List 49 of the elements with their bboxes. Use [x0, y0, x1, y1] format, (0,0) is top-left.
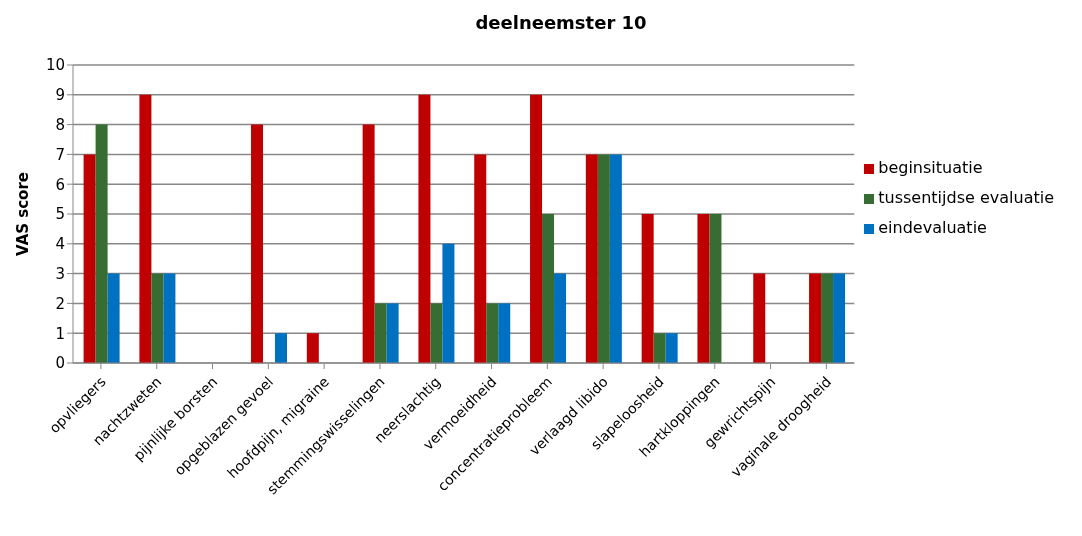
- bar: [362, 124, 375, 363]
- y-tick-label: 10: [45, 56, 65, 75]
- bar: [809, 273, 822, 363]
- bar: [474, 154, 487, 363]
- bar: [386, 303, 399, 363]
- y-tick-label: 8: [55, 115, 65, 134]
- y-axis-title: VAS score: [14, 172, 33, 256]
- bar: [151, 273, 164, 363]
- y-tick-label: 5: [55, 205, 65, 224]
- bar: [374, 303, 387, 363]
- y-tick-label: 7: [55, 145, 65, 164]
- bar: [442, 243, 455, 363]
- y-tick-label: 6: [55, 175, 65, 194]
- bar: [95, 124, 108, 363]
- bar: [821, 273, 834, 363]
- y-tick-label: 9: [55, 86, 65, 105]
- bar: [542, 214, 555, 363]
- bar: [665, 333, 678, 363]
- legend-label: eindevaluatie: [878, 218, 987, 237]
- y-tick-label: 4: [55, 235, 65, 254]
- bar: [418, 94, 431, 363]
- y-tick-label: 0: [55, 354, 65, 373]
- bar: [486, 303, 499, 363]
- bar: [251, 124, 264, 363]
- bar: [83, 154, 96, 363]
- bar: [709, 214, 722, 363]
- bar: [753, 273, 766, 363]
- bar: [609, 154, 622, 363]
- bar: [554, 273, 567, 363]
- bar: [530, 94, 543, 363]
- y-tick-label: 2: [55, 294, 65, 313]
- bar: [275, 333, 288, 363]
- bar: [597, 154, 610, 363]
- chart-title: deelneemster 10: [474, 12, 648, 33]
- bar: [306, 333, 319, 363]
- bar: [107, 273, 120, 363]
- bar: [163, 273, 176, 363]
- legend-label: beginsituatie: [878, 158, 983, 177]
- bar: [585, 154, 598, 363]
- y-tick-label: 3: [55, 264, 65, 283]
- bar: [697, 214, 710, 363]
- legend-label: tussentijdse evaluatie: [878, 188, 1054, 207]
- y-tick-label: 1: [55, 324, 65, 343]
- bar: [139, 94, 152, 363]
- bar: [641, 214, 654, 363]
- bar: [430, 303, 443, 363]
- bar: [653, 333, 666, 363]
- bar: [833, 273, 846, 363]
- bar: [498, 303, 511, 363]
